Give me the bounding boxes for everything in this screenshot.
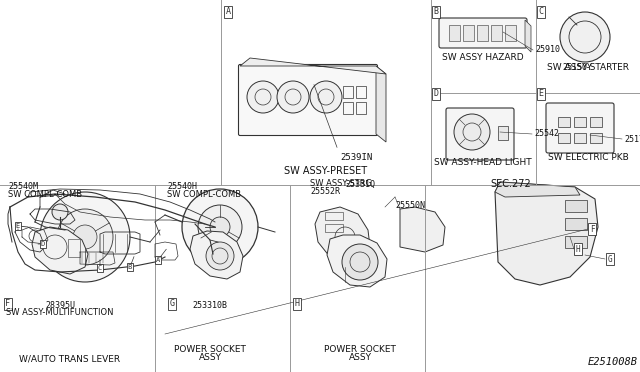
Bar — [449, 25, 460, 41]
Bar — [343, 86, 353, 98]
FancyBboxPatch shape — [439, 18, 527, 48]
Text: G: G — [608, 254, 612, 263]
Bar — [343, 102, 353, 114]
Bar — [356, 86, 366, 98]
Text: SW COMPL-COMB: SW COMPL-COMB — [8, 190, 82, 199]
Circle shape — [40, 192, 130, 282]
Text: SW COMPL-COMB: SW COMPL-COMB — [167, 190, 241, 199]
Text: 25542: 25542 — [534, 129, 559, 138]
Text: B: B — [433, 7, 438, 16]
FancyBboxPatch shape — [546, 103, 614, 153]
Bar — [574, 117, 586, 127]
Text: F: F — [6, 299, 10, 308]
Text: E: E — [538, 90, 543, 99]
Text: 25540H: 25540H — [167, 182, 197, 191]
Text: D: D — [41, 241, 45, 247]
Circle shape — [210, 217, 230, 237]
Bar — [558, 133, 570, 143]
Circle shape — [247, 81, 279, 113]
Bar — [565, 218, 587, 230]
Text: SW ASSY-STARTER: SW ASSY-STARTER — [547, 63, 629, 72]
Bar — [477, 25, 488, 41]
Bar — [565, 200, 587, 212]
FancyBboxPatch shape — [239, 64, 378, 135]
Bar — [590, 133, 602, 143]
Text: A: A — [156, 257, 160, 263]
Text: 25910: 25910 — [535, 45, 560, 55]
Text: 25175: 25175 — [624, 135, 640, 144]
Circle shape — [198, 205, 242, 249]
Text: C: C — [98, 265, 102, 271]
Text: 2539IN: 2539IN — [340, 153, 372, 162]
Bar — [325, 224, 343, 232]
Text: 28395U: 28395U — [45, 301, 75, 310]
Text: G: G — [170, 299, 175, 308]
Polygon shape — [376, 66, 386, 142]
FancyBboxPatch shape — [446, 108, 514, 160]
Text: H: H — [294, 299, 300, 308]
Circle shape — [182, 189, 258, 265]
Circle shape — [277, 81, 309, 113]
Bar — [498, 126, 508, 140]
Bar — [505, 25, 516, 41]
Text: SW ASSY-HEAD LIGHT: SW ASSY-HEAD LIGHT — [434, 158, 532, 167]
Circle shape — [206, 242, 234, 270]
Text: B: B — [128, 264, 132, 270]
Circle shape — [57, 209, 113, 265]
Text: SW ASSY HAZARD: SW ASSY HAZARD — [442, 53, 524, 62]
Text: C: C — [538, 7, 543, 16]
Bar — [463, 25, 474, 41]
Text: H: H — [576, 244, 580, 253]
Text: W/AUTO TRANS LEVER: W/AUTO TRANS LEVER — [19, 355, 120, 364]
Polygon shape — [495, 182, 580, 197]
Text: SEC.272: SEC.272 — [490, 179, 531, 189]
Polygon shape — [400, 207, 445, 252]
Circle shape — [560, 12, 610, 62]
Text: F: F — [589, 224, 595, 234]
Text: 25540M: 25540M — [8, 182, 38, 191]
Text: SW ASSY-STRG: SW ASSY-STRG — [310, 179, 372, 188]
Bar — [590, 117, 602, 127]
Text: SW ELECTRIC PKB: SW ELECTRIC PKB — [548, 153, 628, 162]
Polygon shape — [240, 58, 386, 74]
Polygon shape — [495, 182, 598, 285]
Text: 25550N: 25550N — [395, 201, 425, 209]
Polygon shape — [315, 207, 370, 267]
Circle shape — [73, 225, 97, 249]
Bar — [491, 25, 502, 41]
Circle shape — [342, 244, 378, 280]
Text: E: E — [16, 223, 20, 229]
Text: D: D — [433, 90, 438, 99]
Polygon shape — [525, 20, 531, 52]
Bar — [325, 212, 343, 220]
Text: 25552R: 25552R — [310, 187, 340, 196]
Circle shape — [454, 114, 490, 150]
Circle shape — [310, 81, 342, 113]
Bar — [565, 236, 587, 248]
Bar — [574, 133, 586, 143]
Text: 25150Y: 25150Y — [562, 63, 592, 72]
Text: E251008B: E251008B — [588, 357, 638, 367]
Text: ASSY: ASSY — [198, 353, 221, 362]
Text: POWER SOCKET: POWER SOCKET — [174, 345, 246, 354]
Bar — [356, 102, 366, 114]
Polygon shape — [32, 227, 88, 274]
Text: SW ASSY-MULTIFUNCTION: SW ASSY-MULTIFUNCTION — [6, 308, 114, 317]
Polygon shape — [327, 235, 387, 287]
Text: 25331Q: 25331Q — [345, 180, 375, 189]
Polygon shape — [190, 231, 243, 279]
Bar — [558, 117, 570, 127]
Text: ASSY: ASSY — [349, 353, 371, 362]
Text: SW ASSY-PRESET: SW ASSY-PRESET — [284, 166, 367, 176]
Text: A: A — [225, 7, 230, 16]
Text: POWER SOCKET: POWER SOCKET — [324, 345, 396, 354]
Text: 253310B: 253310B — [193, 301, 227, 310]
Circle shape — [52, 204, 68, 220]
Bar — [68, 239, 80, 257]
